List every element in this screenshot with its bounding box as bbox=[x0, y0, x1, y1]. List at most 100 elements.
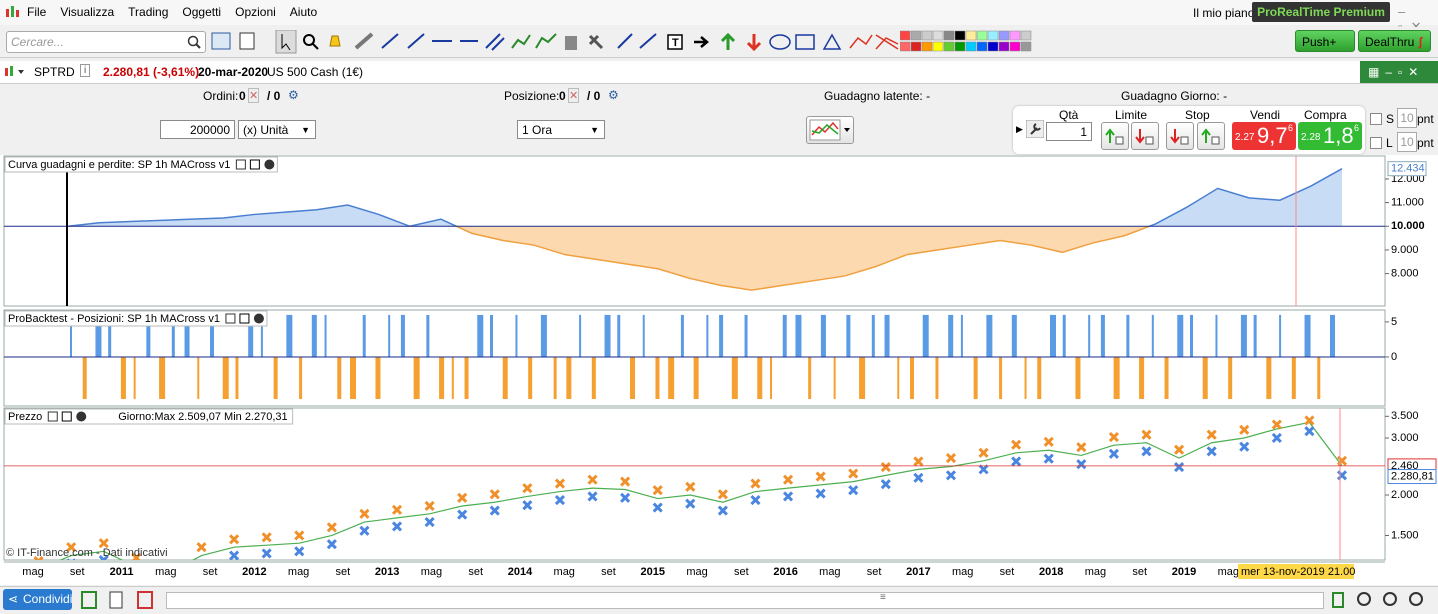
position-bar bbox=[846, 315, 850, 357]
position-bar bbox=[630, 357, 635, 399]
position-bar bbox=[1139, 357, 1144, 399]
time-axis-label: set bbox=[601, 566, 616, 578]
panel-title: Curva guadagni e perdite: SP 1h MACross … bbox=[5, 157, 277, 172]
footer: ⋖Condividi ≡ bbox=[0, 586, 1438, 614]
position-bar bbox=[83, 357, 87, 399]
position-bar bbox=[745, 315, 748, 357]
time-axis-label: set bbox=[468, 566, 483, 578]
position-bar bbox=[1241, 315, 1247, 357]
time-axis-label: 2011 bbox=[110, 566, 134, 578]
position-bar bbox=[1254, 315, 1257, 357]
position-bar bbox=[694, 357, 699, 399]
position-bar bbox=[223, 357, 229, 399]
position-bar bbox=[388, 315, 390, 357]
position-bar bbox=[1190, 315, 1193, 357]
position-bar bbox=[999, 357, 1002, 399]
panel-title-text: Prezzo bbox=[8, 411, 42, 423]
panel-maximize-icon[interactable] bbox=[62, 412, 71, 421]
time-axis-label: set bbox=[1000, 566, 1015, 578]
position-bar bbox=[1215, 315, 1217, 357]
y-tick-label: 3.000 bbox=[1391, 432, 1419, 444]
panel-maximize-icon[interactable] bbox=[240, 314, 249, 323]
position-bar bbox=[592, 357, 596, 399]
position-bar bbox=[197, 357, 199, 399]
position-bar bbox=[541, 315, 547, 357]
position-bar bbox=[1050, 315, 1056, 357]
position-bar bbox=[834, 357, 836, 399]
price-level-label: 2.280,81 bbox=[1391, 470, 1434, 482]
position-bar bbox=[1037, 357, 1041, 399]
position-bar bbox=[515, 315, 517, 357]
position-bar bbox=[465, 357, 469, 399]
position-bar bbox=[337, 357, 341, 399]
position-bar bbox=[1025, 357, 1027, 399]
position-bar bbox=[706, 315, 708, 357]
position-bar bbox=[1088, 315, 1090, 357]
position-bar bbox=[159, 357, 165, 399]
zoom-icons[interactable] bbox=[1330, 590, 1435, 610]
time-axis-label: set bbox=[70, 566, 85, 578]
time-axis-label: 2012 bbox=[242, 566, 266, 578]
position-bar bbox=[1152, 315, 1154, 357]
position-bar bbox=[1203, 357, 1208, 399]
position-bar bbox=[566, 357, 571, 399]
time-axis-label: mag bbox=[22, 566, 43, 578]
time-axis-label: mag bbox=[952, 566, 973, 578]
time-axis-label: set bbox=[203, 566, 218, 578]
position-bar bbox=[617, 315, 620, 357]
y-tick-label: 8.000 bbox=[1391, 267, 1419, 279]
position-bar bbox=[1266, 357, 1271, 399]
position-bar bbox=[286, 315, 292, 357]
y-tick-label: 10.000 bbox=[1391, 220, 1425, 232]
position-bar bbox=[872, 315, 875, 357]
position-bar bbox=[948, 315, 953, 357]
time-axis-label: mag bbox=[155, 566, 176, 578]
time-axis-label: mag bbox=[554, 566, 575, 578]
position-bar bbox=[1292, 357, 1296, 399]
share-button[interactable]: ⋖Condividi bbox=[3, 589, 72, 610]
position-bar bbox=[897, 357, 899, 399]
time-axis-label: mag bbox=[421, 566, 442, 578]
position-bar bbox=[477, 315, 483, 357]
position-bar bbox=[1228, 357, 1232, 399]
position-bar bbox=[1330, 315, 1335, 357]
y-tick-label: 3.500 bbox=[1391, 410, 1419, 422]
time-axis-label: mag bbox=[686, 566, 707, 578]
copyright: © IT-Finance.com - Dati indicativi bbox=[6, 547, 168, 559]
y-tick-label: 11.000 bbox=[1391, 197, 1424, 209]
scrollbar[interactable]: ≡ bbox=[166, 592, 1324, 609]
position-bar bbox=[299, 357, 302, 399]
position-bar bbox=[1305, 315, 1311, 357]
panel-title: ProBacktest - Posizioni: SP 1h MACross v… bbox=[5, 311, 267, 326]
position-bar bbox=[1279, 315, 1281, 357]
panel-maximize-icon[interactable] bbox=[250, 160, 259, 169]
time-axis-label: 2017 bbox=[906, 566, 930, 578]
time-axis-label: mag bbox=[819, 566, 840, 578]
charts: 12.00011.00010.0009.0008.00012.434Curva … bbox=[0, 0, 1438, 585]
position-bar bbox=[1075, 357, 1080, 399]
panel-close-icon[interactable] bbox=[264, 160, 274, 170]
position-bar bbox=[1177, 315, 1183, 357]
position-bar bbox=[579, 315, 581, 357]
position-bar bbox=[1063, 315, 1066, 357]
position-bar bbox=[554, 357, 557, 399]
y-tick-label: 1.500 bbox=[1391, 529, 1419, 541]
position-bar bbox=[655, 357, 659, 399]
position-bar bbox=[1165, 357, 1169, 399]
footer-icons[interactable] bbox=[80, 590, 160, 610]
panel-close-icon[interactable] bbox=[76, 412, 86, 422]
position-bar bbox=[821, 315, 826, 357]
position-bar bbox=[312, 315, 317, 357]
panel-subtitle: Giorno:Max 2.509,07 Min 2.270,31 bbox=[118, 411, 287, 423]
position-bar bbox=[885, 315, 890, 357]
position-bar bbox=[757, 357, 762, 399]
position-bar bbox=[974, 357, 978, 399]
position-bar bbox=[490, 315, 493, 357]
time-axis-label: set bbox=[734, 566, 749, 578]
position-bar bbox=[961, 315, 963, 357]
position-bar bbox=[325, 315, 327, 357]
panel-title-text: ProBacktest - Posizioni: SP 1h MACross v… bbox=[8, 313, 220, 325]
panel-close-icon[interactable] bbox=[254, 314, 264, 324]
y-tick-label: 2.000 bbox=[1391, 489, 1419, 501]
